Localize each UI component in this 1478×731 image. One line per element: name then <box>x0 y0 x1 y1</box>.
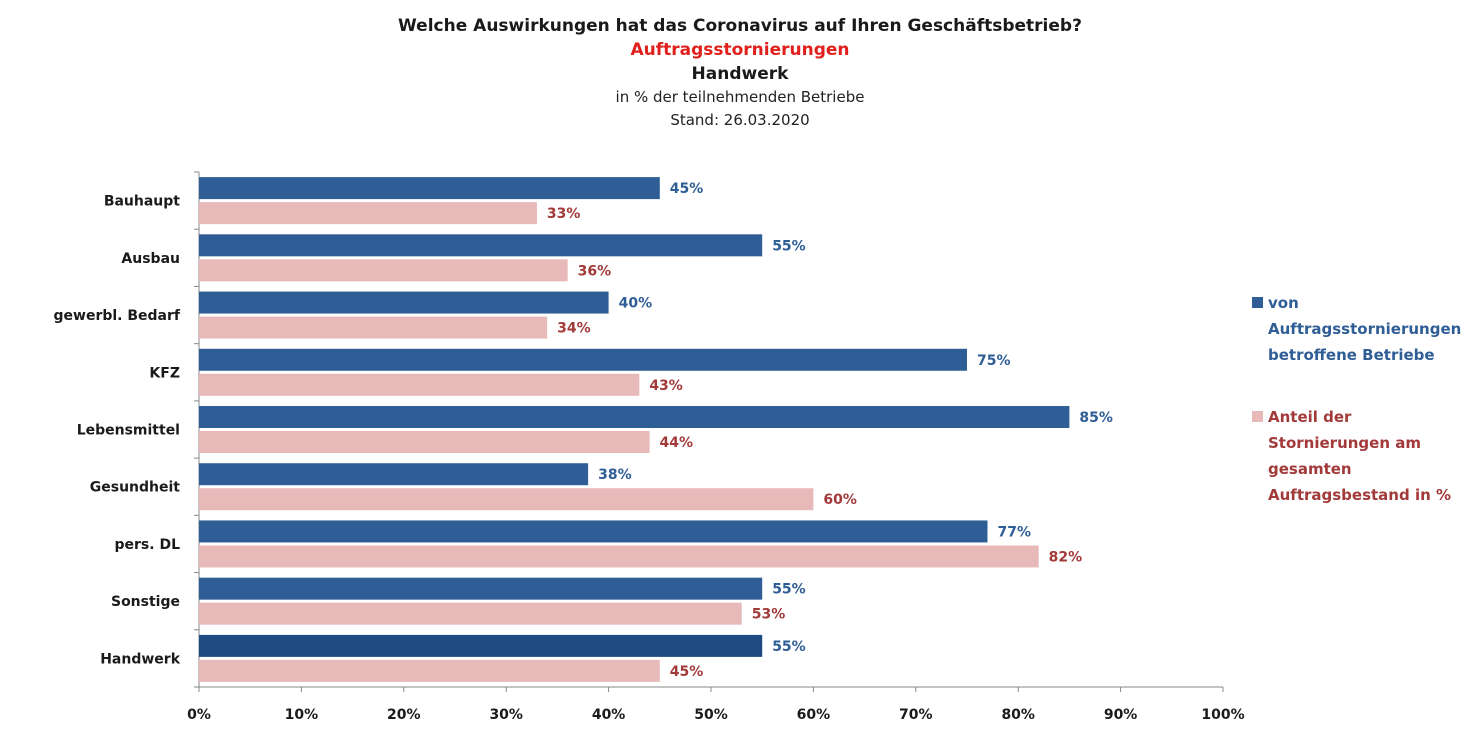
data-label-series-1: 75% <box>977 353 1011 369</box>
bar-series-1 <box>199 291 609 314</box>
data-label-series-2: 44% <box>660 435 694 451</box>
bar-series-1 <box>199 634 763 657</box>
data-label-series-2: 82% <box>1049 549 1083 565</box>
chart-title: Welche Auswirkungen hat das Coronavirus … <box>398 16 1082 36</box>
legend-label-series-2-line-3: gesamten <box>1268 460 1352 478</box>
data-label-series-1: 77% <box>997 524 1031 540</box>
legend-label-series-2-line-4: Auftragsbestand in % <box>1268 486 1452 504</box>
chart-subtitle: Auftragsstornierungen <box>630 40 850 60</box>
bar-series-1 <box>199 406 1070 428</box>
category-label: Handwerk <box>100 651 180 667</box>
bar-series-2 <box>199 659 660 682</box>
chart-subtitle-2: Handwerk <box>691 64 789 84</box>
bar-series-2 <box>199 202 537 225</box>
x-tick-label: 100% <box>1201 707 1244 723</box>
data-label-series-2: 33% <box>547 206 581 222</box>
bar-series-1 <box>199 348 967 371</box>
bar-series-1 <box>199 520 988 543</box>
bar-series-1 <box>199 177 660 200</box>
data-label-series-2: 60% <box>823 492 857 508</box>
chart-titles: Welche Auswirkungen hat das Coronavirus … <box>380 14 1100 132</box>
bar-series-2 <box>199 373 640 396</box>
legend-label-series-1-line-1: von <box>1268 294 1299 312</box>
bar-series-2 <box>199 259 568 282</box>
x-tick-label: 30% <box>489 707 523 723</box>
x-tick-label: 50% <box>694 707 728 723</box>
bar-series-1 <box>199 577 763 600</box>
data-label-series-2: 34% <box>557 321 591 337</box>
x-tick-label: 40% <box>592 707 626 723</box>
legend-item-series-1: von Auftragsstornierungen betroffene Bet… <box>1252 290 1472 368</box>
x-tick-label: 10% <box>285 707 319 723</box>
x-tick-label: 90% <box>1104 707 1138 723</box>
category-label: Ausbau <box>121 251 180 267</box>
bar-series-2 <box>199 316 548 339</box>
x-tick-label: 60% <box>797 707 831 723</box>
category-label: Bauhaupt <box>104 194 180 210</box>
data-label-series-2: 53% <box>752 607 786 623</box>
data-label-series-1: 40% <box>619 296 653 312</box>
data-label-series-1: 55% <box>772 582 806 598</box>
category-label: Gesundheit <box>90 480 181 496</box>
bar-series-1 <box>199 463 589 486</box>
data-label-series-1: 85% <box>1079 410 1113 426</box>
legend-swatch-series-2 <box>1252 411 1263 422</box>
bar-series-2 <box>199 545 1039 568</box>
data-label-series-1: 55% <box>772 639 806 655</box>
bar-series-2 <box>199 488 814 511</box>
chart-date: Stand: 26.03.2020 <box>670 111 810 129</box>
category-label: gewerbl. Bedarf <box>54 308 181 324</box>
legend-label-series-1-line-3: betroffene Betriebe <box>1268 346 1435 364</box>
bar-series-2 <box>199 602 742 625</box>
data-label-series-1: 55% <box>772 238 806 254</box>
data-label-series-2: 43% <box>649 378 683 394</box>
x-tick-label: 70% <box>899 707 933 723</box>
category-label: KFZ <box>149 365 180 381</box>
legend-swatch-series-1 <box>1252 297 1263 308</box>
bar-series-2 <box>199 431 650 453</box>
legend-label-series-1-line-2: Auftragsstornierungen <box>1268 320 1462 338</box>
category-label: Lebensmittel <box>77 423 180 439</box>
legend-label-series-2-line-1: Anteil der <box>1268 408 1352 426</box>
x-tick-label: 20% <box>387 707 421 723</box>
category-label: Sonstige <box>111 594 180 610</box>
chart-note: in % der teilnehmenden Betriebe <box>615 88 865 106</box>
data-label-series-1: 45% <box>670 181 704 197</box>
bar-series-1 <box>199 234 763 257</box>
x-tick-label: 0% <box>187 707 211 723</box>
legend-item-series-2: Anteil der Stornierungen am gesamten Auf… <box>1252 404 1472 508</box>
data-label-series-2: 45% <box>670 664 704 680</box>
category-label: pers. DL <box>115 537 181 553</box>
data-label-series-2: 36% <box>578 263 612 279</box>
legend-label-series-2-line-2: Stornierungen am <box>1268 434 1421 452</box>
x-tick-label: 80% <box>1001 707 1035 723</box>
data-label-series-1: 38% <box>598 467 632 483</box>
